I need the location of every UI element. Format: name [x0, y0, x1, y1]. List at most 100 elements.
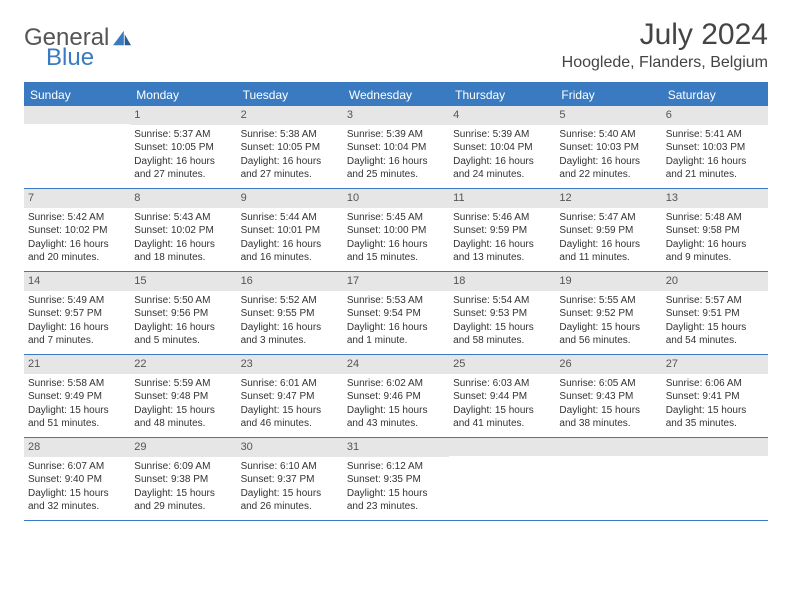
weeks-container: 1Sunrise: 5:37 AMSunset: 10:05 PMDayligh…	[24, 106, 768, 521]
sunrise-text: Sunrise: 6:02 AM	[347, 377, 445, 391]
day-cell: 23Sunrise: 6:01 AMSunset: 9:47 PMDayligh…	[237, 355, 343, 437]
day-number: 18	[449, 272, 555, 291]
sunrise-text: Sunrise: 6:09 AM	[134, 460, 232, 474]
day-cell	[555, 438, 661, 520]
daylight-text: Daylight: 16 hours and 27 minutes.	[241, 155, 339, 182]
daylight-text: Daylight: 16 hours and 13 minutes.	[453, 238, 551, 265]
logo-sail-icon	[111, 29, 133, 47]
sunrise-text: Sunrise: 5:49 AM	[28, 294, 126, 308]
sunset-text: Sunset: 10:03 PM	[559, 141, 657, 155]
weekday-header-row: Sunday Monday Tuesday Wednesday Thursday…	[24, 84, 768, 106]
daylight-text: Daylight: 16 hours and 25 minutes.	[347, 155, 445, 182]
daylight-text: Daylight: 15 hours and 23 minutes.	[347, 487, 445, 514]
day-number: 20	[662, 272, 768, 291]
sunset-text: Sunset: 10:03 PM	[666, 141, 764, 155]
month-title: July 2024	[562, 18, 768, 52]
day-cell: 12Sunrise: 5:47 AMSunset: 9:59 PMDayligh…	[555, 189, 661, 271]
daylight-text: Daylight: 15 hours and 43 minutes.	[347, 404, 445, 431]
sunrise-text: Sunrise: 5:50 AM	[134, 294, 232, 308]
daylight-text: Daylight: 16 hours and 18 minutes.	[134, 238, 232, 265]
daylight-text: Daylight: 16 hours and 24 minutes.	[453, 155, 551, 182]
week-row: 14Sunrise: 5:49 AMSunset: 9:57 PMDayligh…	[24, 272, 768, 355]
sunrise-text: Sunrise: 5:54 AM	[453, 294, 551, 308]
weekday-header: Tuesday	[237, 84, 343, 106]
day-number	[24, 106, 130, 124]
daylight-text: Daylight: 15 hours and 58 minutes.	[453, 321, 551, 348]
daylight-text: Daylight: 15 hours and 46 minutes.	[241, 404, 339, 431]
daylight-text: Daylight: 15 hours and 35 minutes.	[666, 404, 764, 431]
day-number: 14	[24, 272, 130, 291]
day-cell: 20 Sunrise: 5:57 AMSunset: 9:51 PMDayligh…	[662, 272, 768, 354]
day-cell	[449, 438, 555, 520]
day-cell	[662, 438, 768, 520]
daylight-text: Daylight: 15 hours and 54 minutes.	[666, 321, 764, 348]
sunrise-text: Sunrise: 5:55 AM	[559, 294, 657, 308]
sunset-text: Sunset: 10:01 PM	[241, 224, 339, 238]
day-number: 11	[449, 189, 555, 208]
day-cell: 22Sunrise: 5:59 AMSunset: 9:48 PMDayligh…	[130, 355, 236, 437]
day-cell: 24Sunrise: 6:02 AMSunset: 9:46 PMDayligh…	[343, 355, 449, 437]
day-cell: 26Sunrise: 6:05 AMSunset: 9:43 PMDayligh…	[555, 355, 661, 437]
day-cell: 5Sunrise: 5:40 AMSunset: 10:03 PMDayligh…	[555, 106, 661, 188]
sunset-text: Sunset: 9:38 PM	[134, 473, 232, 487]
sunset-text: Sunset: 10:00 PM	[347, 224, 445, 238]
day-cell: 9Sunrise: 5:44 AMSunset: 10:01 PMDayligh…	[237, 189, 343, 271]
sunset-text: Sunset: 10:04 PM	[453, 141, 551, 155]
sunset-text: Sunset: 9:57 PM	[28, 307, 126, 321]
sunrise-text: Sunrise: 6:01 AM	[241, 377, 339, 391]
daylight-text: Daylight: 15 hours and 38 minutes.	[559, 404, 657, 431]
day-cell: 8Sunrise: 5:43 AMSunset: 10:02 PMDayligh…	[130, 189, 236, 271]
week-row: 21Sunrise: 5:58 AMSunset: 9:49 PMDayligh…	[24, 355, 768, 438]
logo-text-blue: Blue	[46, 44, 94, 72]
day-cell: 4Sunrise: 5:39 AMSunset: 10:04 PMDayligh…	[449, 106, 555, 188]
day-number: 29	[130, 438, 236, 457]
daylight-text: Daylight: 16 hours and 20 minutes.	[28, 238, 126, 265]
daylight-text: Daylight: 16 hours and 9 minutes.	[666, 238, 764, 265]
sunset-text: Sunset: 9:54 PM	[347, 307, 445, 321]
day-cell: 11Sunrise: 5:46 AMSunset: 9:59 PMDayligh…	[449, 189, 555, 271]
sunrise-text: Sunrise: 5:48 AM	[666, 211, 764, 225]
sunrise-text: Sunrise: 5:47 AM	[559, 211, 657, 225]
daylight-text: Daylight: 16 hours and 5 minutes.	[134, 321, 232, 348]
day-number: 9	[237, 189, 343, 208]
day-cell: 7Sunrise: 5:42 AMSunset: 10:02 PMDayligh…	[24, 189, 130, 271]
day-cell: 13Sunrise: 5:48 AMSunset: 9:58 PMDayligh…	[662, 189, 768, 271]
daylight-text: Daylight: 16 hours and 22 minutes.	[559, 155, 657, 182]
sunset-text: Sunset: 9:46 PM	[347, 390, 445, 404]
sunrise-text: Sunrise: 5:52 AM	[241, 294, 339, 308]
daylight-text: Daylight: 15 hours and 41 minutes.	[453, 404, 551, 431]
day-number: 15	[130, 272, 236, 291]
daylight-text: Daylight: 16 hours and 3 minutes.	[241, 321, 339, 348]
daylight-text: Daylight: 15 hours and 32 minutes.	[28, 487, 126, 514]
day-cell: 18Sunrise: 5:54 AMSunset: 9:53 PMDayligh…	[449, 272, 555, 354]
day-cell: 2Sunrise: 5:38 AMSunset: 10:05 PMDayligh…	[237, 106, 343, 188]
sunset-text: Sunset: 9:40 PM	[28, 473, 126, 487]
day-cell: 10Sunrise: 5:45 AMSunset: 10:00 PMDaylig…	[343, 189, 449, 271]
day-number: 6	[662, 106, 768, 125]
daylight-text: Daylight: 16 hours and 1 minute.	[347, 321, 445, 348]
sunset-text: Sunset: 9:51 PM	[666, 307, 764, 321]
day-number: 31	[343, 438, 449, 457]
sunrise-text: Sunrise: 5:57 AM	[666, 294, 764, 308]
sunrise-text: Sunrise: 5:38 AM	[241, 128, 339, 142]
weekday-header: Monday	[130, 84, 236, 106]
week-row: 1Sunrise: 5:37 AMSunset: 10:05 PMDayligh…	[24, 106, 768, 189]
sunset-text: Sunset: 10:02 PM	[28, 224, 126, 238]
daylight-text: Daylight: 16 hours and 7 minutes.	[28, 321, 126, 348]
day-cell: 15 Sunrise: 5:50 AMSunset: 9:56 PMDayligh…	[130, 272, 236, 354]
day-cell: 21Sunrise: 5:58 AMSunset: 9:49 PMDayligh…	[24, 355, 130, 437]
sunset-text: Sunset: 9:56 PM	[134, 307, 232, 321]
day-cell: 19Sunrise: 5:55 AMSunset: 9:52 PMDayligh…	[555, 272, 661, 354]
day-number	[449, 438, 555, 456]
sunset-text: Sunset: 9:43 PM	[559, 390, 657, 404]
day-number: 2	[237, 106, 343, 125]
day-number: 5	[555, 106, 661, 125]
daylight-text: Daylight: 16 hours and 21 minutes.	[666, 155, 764, 182]
sunrise-text: Sunrise: 6:07 AM	[28, 460, 126, 474]
daylight-text: Daylight: 16 hours and 16 minutes.	[241, 238, 339, 265]
sunrise-text: Sunrise: 5:46 AM	[453, 211, 551, 225]
week-row: 7Sunrise: 5:42 AMSunset: 10:02 PMDayligh…	[24, 189, 768, 272]
sunrise-text: Sunrise: 6:06 AM	[666, 377, 764, 391]
day-cell: 16Sunrise: 5:52 AMSunset: 9:55 PMDayligh…	[237, 272, 343, 354]
sunset-text: Sunset: 9:55 PM	[241, 307, 339, 321]
